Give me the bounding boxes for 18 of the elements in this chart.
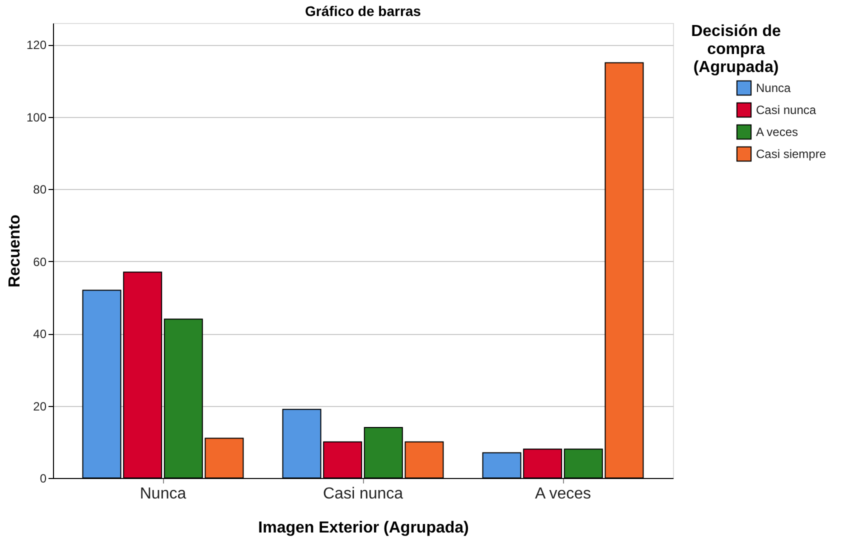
y-tick-label: 120 xyxy=(26,38,47,52)
y-axis-title: Recuento xyxy=(6,214,24,288)
chart-title: Gráfico de barras xyxy=(305,3,422,19)
legend-label: Nunca xyxy=(756,81,792,95)
y-tick-label: 20 xyxy=(33,399,47,414)
y-tick-label: 0 xyxy=(40,472,47,486)
x-axis-title: Imagen Exterior (Agrupada) xyxy=(258,520,469,536)
x-tick-label: Casi nunca xyxy=(322,486,404,502)
x-tick-label: Nunca xyxy=(140,486,186,502)
legend-label: Casi nunca xyxy=(756,103,816,117)
y-tick-label: 100 xyxy=(26,110,47,124)
x-tick-label: A veces xyxy=(534,486,592,502)
legend-label: A veces xyxy=(756,125,798,139)
y-tick-label: 80 xyxy=(33,182,47,197)
y-tick-label: 40 xyxy=(33,327,47,342)
legend-label: Casi siempre xyxy=(756,147,826,161)
legend-title: Decisión de compra (Agrupada) xyxy=(691,23,781,76)
y-tick-label: 60 xyxy=(33,254,47,269)
